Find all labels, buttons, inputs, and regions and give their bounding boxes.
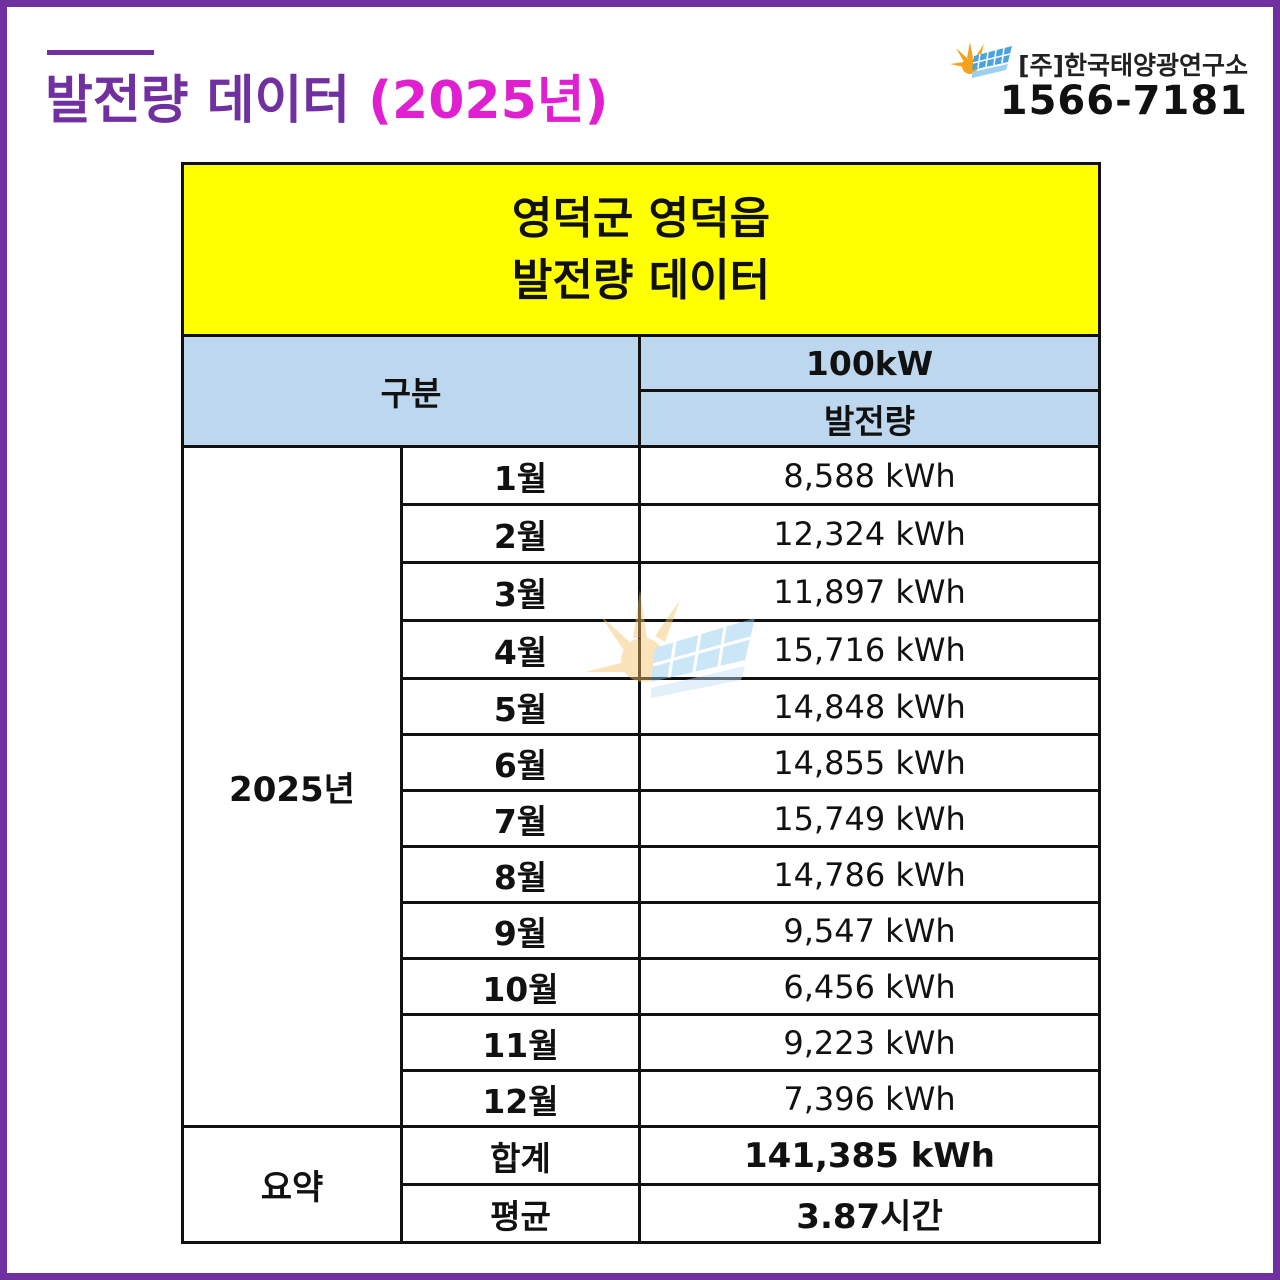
page-title-year: (2025년)	[368, 71, 609, 131]
table-row: 3월 11,897 kWh	[183, 561, 1102, 622]
table-title-line1: 영덕군 영덕읍	[511, 192, 771, 244]
month-cell: 9월	[400, 901, 641, 960]
title-accent-bar	[47, 50, 154, 55]
generation-table: 영덕군 영덕읍 발전량 데이터 구분 100kW 발전량 2025년 1월 8,…	[180, 162, 1102, 1244]
generation-value-cell: 7,396 kWh	[637, 1069, 1102, 1128]
page-title: 발전량 데이터 (2025년)	[45, 66, 608, 136]
table-title-cell: 영덕군 영덕읍 발전량 데이터	[180, 162, 1102, 337]
generation-value-cell: 14,786 kWh	[637, 845, 1102, 904]
avg-label-cell: 평균	[400, 1183, 641, 1244]
year-label-cell: 2025년	[181, 445, 403, 1128]
table-row: 6월 14,855 kWh	[183, 733, 1102, 792]
generation-value-cell: 14,848 kWh	[637, 677, 1102, 736]
table-row: 10월 6,456 kWh	[183, 957, 1102, 1016]
category-header: 구분	[181, 334, 641, 448]
month-cell: 10월	[400, 957, 641, 1016]
sum-label-cell: 합계	[400, 1125, 641, 1186]
generation-value-cell: 12,324 kWh	[637, 503, 1102, 564]
generation-value-cell: 15,749 kWh	[637, 789, 1102, 848]
month-cell: 12월	[400, 1069, 641, 1128]
month-cell: 1월	[400, 445, 641, 506]
generation-value-cell: 14,855 kWh	[637, 733, 1102, 792]
generation-value-cell: 11,897 kWh	[637, 561, 1102, 622]
month-cell: 6월	[400, 733, 641, 792]
table-row: 4월 15,716 kWh	[183, 619, 1102, 680]
generation-value-cell: 15,716 kWh	[637, 619, 1102, 680]
month-cell: 4월	[400, 619, 641, 680]
summary-label-cell: 요약	[181, 1125, 403, 1244]
table-row: 11월 9,223 kWh	[183, 1013, 1102, 1072]
table-title-line2: 발전량 데이터	[511, 254, 771, 306]
generation-value-cell: 6,456 kWh	[637, 957, 1102, 1016]
company-phone: 1566-7181	[999, 78, 1248, 124]
sum-value-cell: 141,385 kWh	[637, 1125, 1102, 1186]
month-cell: 11월	[400, 1013, 641, 1072]
table-row: 2월 12,324 kWh	[183, 503, 1102, 564]
company-name: [주]한국태양광연구소	[1018, 51, 1248, 80]
company-brand: [주]한국태양광연구소 1566-7181	[928, 40, 1248, 130]
generation-header: 발전량	[637, 389, 1102, 448]
table-row: 2025년 1월 8,588 kWh	[181, 445, 1102, 1128]
month-cell: 3월	[400, 561, 641, 622]
generation-value-cell: 9,223 kWh	[637, 1013, 1102, 1072]
capacity-header: 100kW	[637, 334, 1102, 392]
month-cell: 8월	[400, 845, 641, 904]
month-cell: 7월	[400, 789, 641, 848]
generation-value-cell: 8,588 kWh	[637, 445, 1102, 506]
table-row: 12월 7,396 kWh	[183, 1069, 1102, 1128]
generation-value-cell: 9,547 kWh	[637, 901, 1102, 960]
month-cell: 2월	[400, 503, 641, 564]
table-row: 9월 9,547 kWh	[183, 901, 1102, 960]
sun-solar-panel-icon	[950, 42, 1012, 78]
table-row: 7월 15,749 kWh	[183, 789, 1102, 848]
table-row: 5월 14,848 kWh	[183, 677, 1102, 736]
table-row: 8월 14,786 kWh	[183, 845, 1102, 904]
page-title-main: 발전량 데이터	[45, 71, 351, 131]
month-cell: 5월	[400, 677, 641, 736]
avg-value-cell: 3.87시간	[637, 1183, 1102, 1244]
generation-table-wrap: 영덕군 영덕읍 발전량 데이터 구분 100kW 발전량 2025년 1월 8,…	[180, 162, 1102, 1244]
